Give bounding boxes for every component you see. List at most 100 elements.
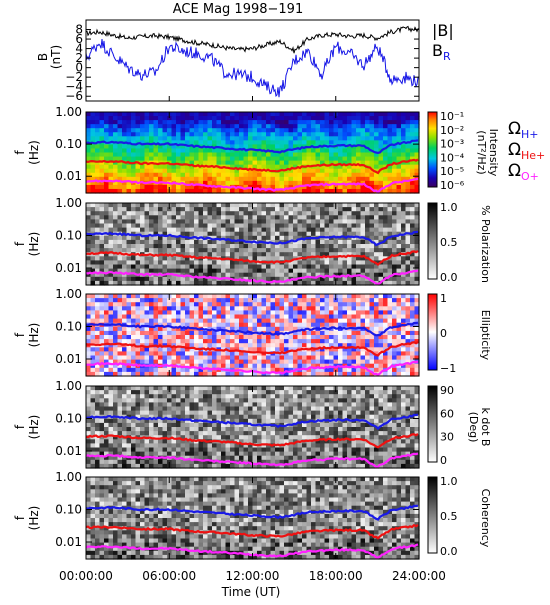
kdotb-cell xyxy=(122,431,127,436)
polarization-cell xyxy=(316,207,321,212)
ellipticity-cell xyxy=(127,331,132,336)
kdotb-cell xyxy=(86,411,91,416)
polarization-cell xyxy=(257,219,262,224)
polarization-cell xyxy=(131,215,136,220)
polarization-cell xyxy=(271,228,276,233)
intensity-cell xyxy=(122,169,127,174)
ellipticity-cell xyxy=(271,356,276,361)
polarization-cell xyxy=(244,203,249,208)
polarization-cell xyxy=(379,252,384,257)
kdotb-cell xyxy=(149,423,154,428)
polarization-cell xyxy=(185,211,190,216)
intensity-cell xyxy=(109,112,114,117)
intensity-cell xyxy=(289,181,294,186)
intensity-cell xyxy=(248,140,253,145)
intensity-cell xyxy=(406,116,411,121)
ellipticity-cell xyxy=(370,315,375,320)
kdotb-cell xyxy=(109,443,114,448)
intensity-cell xyxy=(307,140,312,145)
intensity-cell xyxy=(271,173,276,178)
polarization-cell xyxy=(361,219,366,224)
ellipticity-cell xyxy=(244,310,249,315)
ellipticity-cell xyxy=(352,306,357,311)
polarization-cell xyxy=(86,240,91,245)
ellipticity-cell xyxy=(379,364,384,369)
intensity-cell xyxy=(136,124,141,129)
polarization-cell xyxy=(266,207,271,212)
intensity-cell xyxy=(208,120,213,125)
intensity-cell xyxy=(361,136,366,141)
ellipticity-cell xyxy=(127,368,132,373)
polarization-cell xyxy=(149,260,154,265)
kdotb-cell xyxy=(118,423,123,428)
ellipticity-cell xyxy=(86,335,91,340)
ellipticity-cell xyxy=(374,327,379,332)
ellipticity-cell xyxy=(131,356,136,361)
polarization-cell xyxy=(388,244,393,249)
kdotb-cell xyxy=(154,411,159,416)
ellipticity-cell xyxy=(217,319,222,324)
intensity-cell xyxy=(383,124,388,129)
intensity-cell xyxy=(167,132,172,137)
polarization-cell xyxy=(140,240,145,245)
ellipticity-cell xyxy=(325,319,330,324)
intensity-cell xyxy=(365,161,370,166)
polarization-cell xyxy=(248,228,253,233)
polarization-cell xyxy=(329,224,334,229)
ellipticity-cell xyxy=(100,315,105,320)
ellipticity-cell xyxy=(226,364,231,369)
polarization-cell xyxy=(302,228,307,233)
intensity-cell xyxy=(406,136,411,141)
polarization-colorbar-tick: 0.0 xyxy=(440,271,458,284)
ellipticity-cell xyxy=(239,356,244,361)
intensity-cell xyxy=(347,120,352,125)
ellipticity-cell xyxy=(401,310,406,315)
polarization-cell xyxy=(194,215,199,220)
intensity-cell xyxy=(262,177,267,182)
intensity-cell xyxy=(392,185,397,190)
polarization-cell xyxy=(347,265,352,270)
kdotb-cell xyxy=(86,390,91,395)
intensity-cell xyxy=(289,153,294,158)
polarization-cell xyxy=(257,207,262,212)
polarization-cell xyxy=(145,211,150,216)
polarization-cell xyxy=(95,203,100,208)
polarization-cell xyxy=(226,260,231,265)
intensity-cell xyxy=(383,136,388,141)
polarization-cell xyxy=(136,207,141,212)
intensity-cell xyxy=(262,173,267,178)
intensity-cell xyxy=(334,136,339,141)
polarization-cell xyxy=(230,232,235,237)
intensity-cell xyxy=(347,177,352,182)
intensity-cell xyxy=(383,132,388,137)
polarization-cell xyxy=(280,215,285,220)
polarization-cell xyxy=(383,252,388,257)
ellipticity-cell xyxy=(109,306,114,311)
ellipticity-cell xyxy=(262,356,267,361)
ellipticity-cell xyxy=(118,319,123,324)
ellipticity-cell xyxy=(172,335,177,340)
ellipticity-cell xyxy=(397,294,402,299)
intensity-cell xyxy=(257,120,262,125)
intensity-cell xyxy=(410,124,415,129)
polarization-cell xyxy=(100,207,105,212)
polarization-cell xyxy=(320,232,325,237)
polarization-cell xyxy=(239,265,244,270)
ellipticity-cell xyxy=(95,331,100,336)
intensity-cell xyxy=(122,120,127,125)
ellipticity-cell xyxy=(127,294,132,299)
ellipticity-cell xyxy=(289,335,294,340)
ellipticity-cell xyxy=(271,343,276,348)
intensity-cell xyxy=(221,153,226,158)
ellipticity-cell xyxy=(244,315,249,320)
kdotb-cell xyxy=(172,460,177,465)
polarization-cell xyxy=(370,265,375,270)
ellipticity-cell xyxy=(185,306,190,311)
ellipticity-cell xyxy=(190,302,195,307)
ellipticity-cell xyxy=(181,306,186,311)
intensity-cell xyxy=(343,116,348,121)
intensity-cell xyxy=(140,116,145,121)
polarization-cell xyxy=(284,265,289,270)
ellipticity-cell xyxy=(392,360,397,365)
intensity-cell xyxy=(145,136,150,141)
